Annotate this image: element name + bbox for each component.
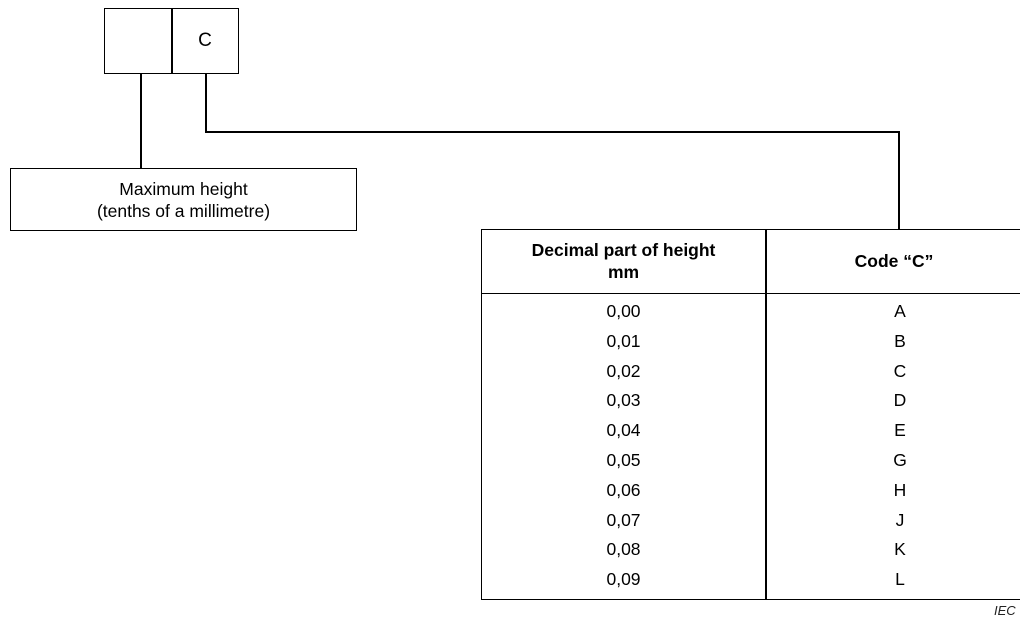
row-value: 0,03 <box>606 390 641 411</box>
code-box-right-text: C <box>198 30 212 51</box>
row-value: 0,01 <box>606 330 641 351</box>
header-decimal-line-1: Decimal part of height <box>531 240 716 260</box>
leader-line-right-horizontal <box>205 131 899 133</box>
table-row: 0,01 B <box>482 328 1020 358</box>
row-code: D <box>893 390 907 411</box>
table-row: 0,02 C <box>482 358 1020 388</box>
maximum-height-label-box: Maximum height (tenths of a millimetre) <box>10 168 357 231</box>
row-value: 0,07 <box>606 509 641 530</box>
table-row: 0,07 J <box>482 507 1020 537</box>
row-code: L <box>895 569 905 590</box>
header-decimal-line-2: mm <box>607 262 640 282</box>
code-table: Decimal part of height mm Code “C” 0,00 … <box>481 229 1020 600</box>
row-code: A <box>894 301 906 321</box>
row-value: 0,00 <box>606 301 641 321</box>
table-header: Decimal part of height mm Code “C” <box>482 230 1020 294</box>
row-value: 0,09 <box>606 569 641 590</box>
table-column-divider <box>765 230 767 599</box>
row-value: 0,06 <box>606 479 641 500</box>
row-code: H <box>893 479 907 500</box>
table-body: 0,00 A 0,01 B 0,02 C 0,03 D 0,04 E 0,05 … <box>482 298 1020 596</box>
row-value: 0,08 <box>606 539 641 560</box>
header-code-text: Code “C” <box>854 251 934 271</box>
row-code: E <box>894 420 906 441</box>
row-value: 0,02 <box>606 360 641 381</box>
label-line-2: (tenths of a millimetre) <box>96 200 271 221</box>
table-row: 0,08 K <box>482 536 1020 566</box>
table-row: 0,04 E <box>482 417 1020 447</box>
header-decimal-part: Decimal part of height mm <box>482 230 765 292</box>
row-value: 0,05 <box>606 449 641 470</box>
row-code: G <box>893 449 907 470</box>
code-box-right-cell: C <box>171 8 239 74</box>
header-code-c: Code “C” <box>767 230 1020 292</box>
leader-line-right-vertical-1 <box>205 74 207 132</box>
row-code: B <box>894 330 906 351</box>
leader-line-right-vertical-2 <box>898 131 900 230</box>
row-code: K <box>894 539 906 560</box>
leader-line-left <box>140 74 142 168</box>
table-row: 0,09 L <box>482 566 1020 596</box>
row-value: 0,04 <box>606 420 641 441</box>
table-row: 0,03 D <box>482 387 1020 417</box>
table-row: 0,05 G <box>482 447 1020 477</box>
table-row: 0,00 A <box>482 298 1020 328</box>
label-line-1: Maximum height <box>119 178 248 199</box>
table-row: 0,06 H <box>482 477 1020 507</box>
code-box-left-cell <box>104 8 173 74</box>
row-code: C <box>893 360 907 381</box>
iec-footer-mark: IEC <box>994 603 1016 618</box>
row-code: J <box>895 509 905 530</box>
